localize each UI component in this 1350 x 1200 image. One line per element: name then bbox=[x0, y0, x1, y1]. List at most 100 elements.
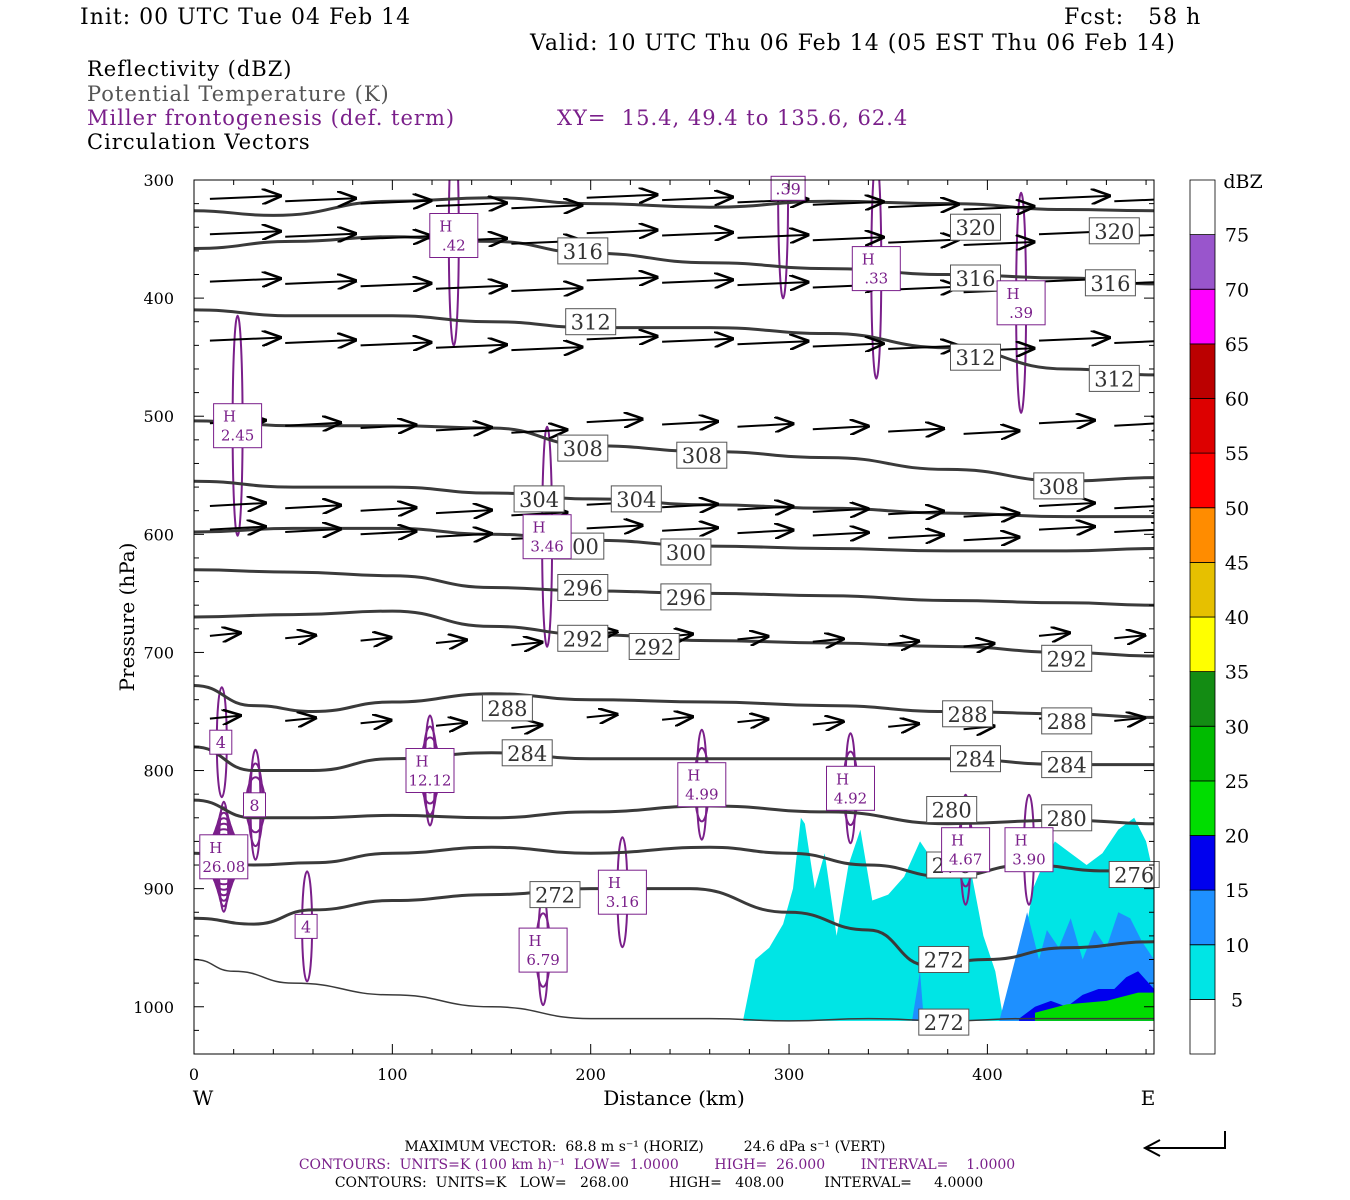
isentrope-label-box bbox=[628, 633, 680, 660]
legend-reflectivity: Reflectivity (dBZ) bbox=[87, 57, 293, 81]
circulation-vector bbox=[888, 724, 918, 727]
plot-frame bbox=[193, 179, 1155, 1055]
circulation-vector bbox=[360, 508, 416, 511]
isentrope-label: 292 bbox=[1047, 647, 1087, 671]
frontogenesis-max-marker: H bbox=[951, 832, 964, 850]
circulation-vector bbox=[662, 197, 732, 200]
frontogenesis-max-box bbox=[518, 927, 568, 973]
y-tick-label: 300 bbox=[143, 171, 174, 190]
y-tick-label: 400 bbox=[143, 289, 174, 308]
isentrope-label: 284 bbox=[1047, 754, 1087, 778]
circulation-vector bbox=[1038, 420, 1094, 423]
frontogenesis-max-value: .42 bbox=[442, 237, 466, 255]
circulation-vector bbox=[209, 633, 240, 636]
frontogenesis-label-box bbox=[294, 913, 318, 939]
circulation-vector bbox=[888, 346, 958, 349]
circulation-vector bbox=[812, 237, 883, 240]
colorbar-swatch bbox=[1189, 343, 1216, 399]
circulation-vector bbox=[963, 431, 1019, 434]
legend-circulation: Circulation Vectors bbox=[87, 130, 311, 154]
circulation-vector bbox=[285, 718, 315, 721]
isentrope-label-box bbox=[1108, 861, 1160, 888]
frontogenesis-max-value: 26.08 bbox=[202, 858, 245, 876]
frontogenesis-max-marker: H bbox=[862, 251, 875, 269]
circulation-vector bbox=[888, 511, 943, 514]
circulation-vector bbox=[737, 636, 768, 639]
isentrope-label-box bbox=[1041, 644, 1093, 672]
isentrope-label-box bbox=[950, 213, 1001, 241]
isentrope-300K bbox=[194, 526, 1154, 553]
isentrope-label: 276 bbox=[1114, 864, 1154, 888]
colorbar-label: 10 bbox=[1225, 935, 1249, 957]
isentrope-label: 304 bbox=[616, 488, 656, 512]
frontogenesis-label: 4 bbox=[216, 733, 226, 752]
isentrope-label: 312 bbox=[1094, 367, 1134, 391]
isentrope-label-box bbox=[1084, 269, 1136, 297]
frontogenesis-max-marker: H bbox=[439, 218, 452, 236]
valid-time: Valid: 10 UTC Thu 06 Feb 14 (05 EST Thu … bbox=[530, 31, 1176, 56]
frontogenesis-max-value: .39 bbox=[1009, 304, 1033, 322]
y-tick-label: 600 bbox=[143, 525, 174, 544]
circulation-vector bbox=[511, 430, 566, 433]
circulation-vector bbox=[1114, 423, 1154, 426]
colorbar-swatch bbox=[1189, 671, 1216, 727]
colorbar-label: 20 bbox=[1225, 826, 1249, 848]
isentrope-label: 300 bbox=[666, 541, 706, 565]
y-tick-label: 900 bbox=[143, 880, 174, 899]
circulation-vector bbox=[511, 347, 581, 350]
x-tick-label: 100 bbox=[377, 1065, 408, 1084]
circulation-vector bbox=[586, 525, 642, 528]
circulation-vector bbox=[511, 205, 581, 208]
isentrope-label-box bbox=[529, 881, 581, 909]
circulation-vector bbox=[360, 201, 431, 204]
isentrope-label-box bbox=[557, 574, 609, 601]
footer-contours-theta: CONTOURS: UNITS=K LOW= 268.00 HIGH= 408.… bbox=[334, 1175, 984, 1191]
frontogenesis-max-box bbox=[213, 403, 263, 449]
isentrope-label: 296 bbox=[666, 586, 706, 610]
circulation-vector bbox=[737, 235, 808, 238]
circulation-vector bbox=[1114, 635, 1144, 638]
frontogenesis-label: .39 bbox=[775, 179, 800, 198]
isentrope-label-box bbox=[513, 485, 565, 513]
circulation-vector bbox=[435, 345, 506, 348]
colorbar-swatch bbox=[1189, 562, 1216, 618]
isentrope-label: 296 bbox=[563, 577, 603, 601]
circulation-vector bbox=[963, 537, 1019, 540]
circulation-vector bbox=[737, 424, 793, 427]
circulation-vector bbox=[737, 282, 808, 285]
circulation-vector bbox=[1038, 338, 1109, 341]
circulation-vector bbox=[1114, 718, 1144, 721]
frontogenesis-max-box bbox=[199, 834, 249, 880]
isentrope-label: 292 bbox=[563, 627, 603, 651]
circulation-vector bbox=[662, 422, 717, 425]
x-tick-label: 400 bbox=[972, 1065, 1003, 1084]
circulation-vector bbox=[435, 203, 506, 206]
frontogenesis-max-box bbox=[597, 869, 647, 915]
colorbar-label: 5 bbox=[1231, 989, 1243, 1011]
isentrope-label-box bbox=[1041, 707, 1093, 735]
circulation-vector bbox=[511, 642, 541, 645]
circulation-vector bbox=[586, 195, 657, 198]
isentrope-label: 312 bbox=[955, 346, 995, 370]
colorbar-label: 50 bbox=[1225, 498, 1249, 520]
circulation-vector bbox=[888, 641, 918, 644]
colorbar-swatch bbox=[1189, 999, 1216, 1055]
colorbar-label: 45 bbox=[1225, 552, 1249, 574]
circulation-vector bbox=[963, 242, 1034, 245]
frontogenesis-max-value: 3.16 bbox=[606, 893, 639, 911]
frontogenesis-max-marker: H bbox=[533, 519, 546, 537]
isentrope-label: 272 bbox=[535, 884, 575, 908]
isentrope-label: 316 bbox=[955, 267, 995, 291]
frontogenesis-label-box bbox=[209, 729, 233, 755]
isentrope-label: 284 bbox=[955, 748, 995, 772]
circulation-vector bbox=[737, 719, 768, 722]
circulation-vector bbox=[586, 714, 617, 717]
colorbar-label: 35 bbox=[1225, 662, 1249, 684]
circulation-vector bbox=[812, 426, 868, 429]
frontogenesis-max-box bbox=[826, 765, 875, 811]
circulation-vector bbox=[963, 207, 1034, 210]
isentrope-label: 280 bbox=[932, 799, 972, 823]
init-time: Init: 00 UTC Tue 04 Feb 14 bbox=[80, 5, 412, 30]
circulation-vector bbox=[662, 280, 732, 283]
isentrope-label-box bbox=[676, 441, 728, 469]
